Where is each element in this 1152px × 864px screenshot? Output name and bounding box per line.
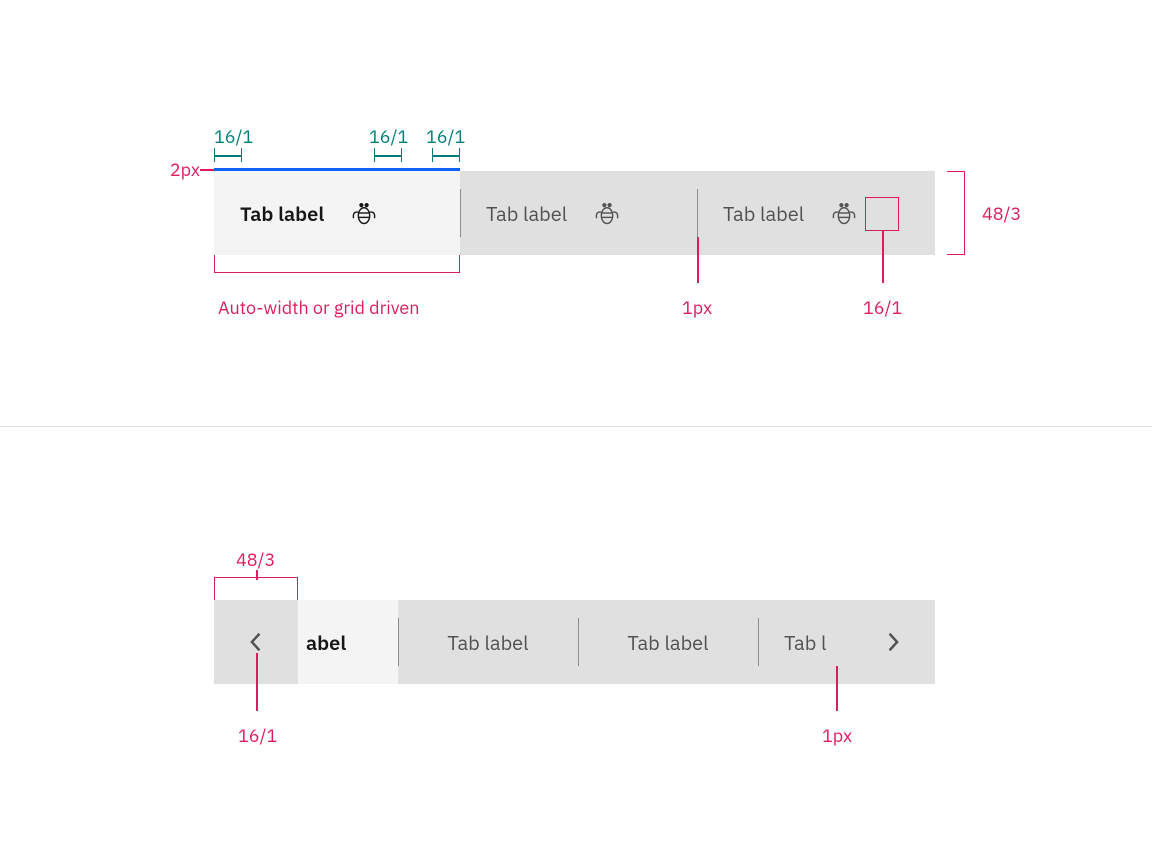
tab-1-label: Tab label (240, 200, 324, 227)
tab2-3-label: Tab label (627, 629, 708, 656)
icon-label-1: 16/1 (863, 296, 902, 319)
tab2-1-label: abel (306, 629, 346, 656)
divider-label-1: 1px (682, 296, 712, 319)
icon-leader-1 (882, 231, 884, 283)
height-label: 48/3 (982, 202, 1021, 225)
dim-bracket-2 (374, 148, 402, 162)
tabs-spec-scrollable: abel Tab label Tab label Tab l (214, 600, 935, 684)
dim-bracket-3 (432, 148, 460, 162)
chevron-leader (256, 653, 258, 711)
padding-label-2: 16/1 (369, 125, 408, 148)
tab-1[interactable]: Tab label (214, 171, 460, 255)
bee-icon (593, 199, 621, 227)
scroll-right-button[interactable] (851, 600, 935, 684)
height-bracket (947, 171, 965, 255)
tab2-4-label: Tab l (784, 629, 826, 656)
dim-bracket-1 (214, 148, 242, 162)
divider-label-2: 1px (822, 724, 852, 747)
arrow-btn-label: 48/3 (236, 548, 275, 571)
chevron-right-icon (882, 631, 904, 653)
chevron-left-icon (245, 631, 267, 653)
section-divider (0, 426, 1152, 427)
top-border-leader (200, 169, 214, 171)
tab-3-label: Tab label (723, 200, 804, 227)
divider-leader-2 (836, 666, 838, 711)
tab-2-label: Tab label (486, 200, 567, 227)
bee-icon (830, 199, 858, 227)
width-caption: Auto-width or grid driven (218, 296, 420, 319)
icon-box-tab3 (865, 197, 899, 231)
tab-3[interactable]: Tab label (697, 171, 935, 255)
padding-label-1: 16/1 (214, 125, 253, 148)
tab-2[interactable]: Tab label (460, 171, 697, 255)
divider-leader-1 (697, 237, 699, 283)
tabs-spec-with-icons: Tab label Tab label Tab label (214, 171, 935, 255)
tab2-2-label: Tab label (447, 629, 528, 656)
bee-icon (350, 199, 378, 227)
tab2-3[interactable]: Tab label (578, 600, 758, 684)
chevron-label: 16/1 (238, 724, 277, 747)
padding-label-3: 16/1 (426, 125, 465, 148)
width-bracket (214, 255, 460, 273)
top-border-label: 2px (170, 158, 200, 181)
tab2-1[interactable]: abel (298, 600, 398, 684)
tab2-2[interactable]: Tab label (398, 600, 578, 684)
